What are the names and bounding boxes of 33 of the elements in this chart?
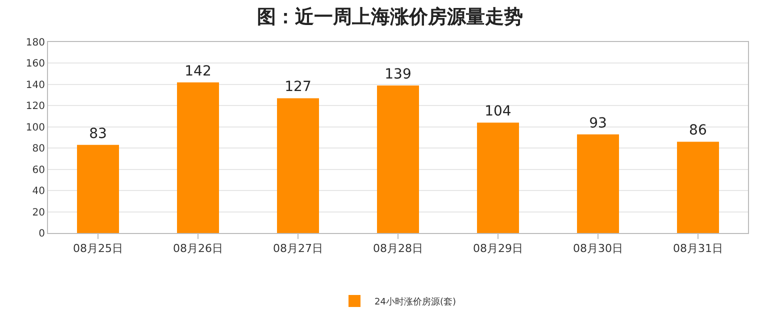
bar (177, 82, 219, 233)
x-tick-label: 08月25日 (73, 242, 123, 256)
y-tick-label: 100 (26, 122, 45, 134)
y-tick-label: 140 (26, 80, 45, 91)
bar (77, 144, 119, 233)
bar (277, 98, 319, 233)
x-tick-label: 08月26日 (173, 242, 223, 256)
data-label: 139 (384, 66, 412, 83)
y-tick-label: 160 (26, 58, 45, 70)
x-tick-label: 08月28日 (373, 242, 423, 256)
y-tick-label: 40 (32, 186, 45, 198)
y-tick-label: 120 (26, 101, 45, 112)
bar (477, 122, 519, 233)
y-tick-label: 20 (32, 207, 45, 218)
bar (677, 142, 719, 233)
x-tick-label: 08月31日 (673, 242, 723, 256)
data-label: 142 (184, 63, 212, 80)
bar (377, 86, 419, 233)
y-tick-label: 0 (38, 228, 45, 240)
data-label: 93 (589, 115, 607, 132)
chart-title: 图：近一周上海涨价房源量走势 (257, 6, 523, 28)
x-tick-label: 08月29日 (473, 242, 523, 256)
data-label: 104 (484, 104, 512, 120)
bar (577, 134, 619, 233)
y-tick-label: 60 (32, 164, 45, 176)
x-tick-label: 08月30日 (573, 242, 623, 256)
x-tick-label: 08月27日 (273, 242, 323, 256)
y-tick-label: 180 (26, 38, 45, 48)
legend-label: 24小时涨价房源(套) (374, 296, 456, 308)
data-label: 86 (689, 122, 707, 139)
data-label: 83 (89, 126, 107, 142)
y-tick-label: 80 (32, 144, 45, 155)
data-label: 127 (284, 79, 312, 96)
